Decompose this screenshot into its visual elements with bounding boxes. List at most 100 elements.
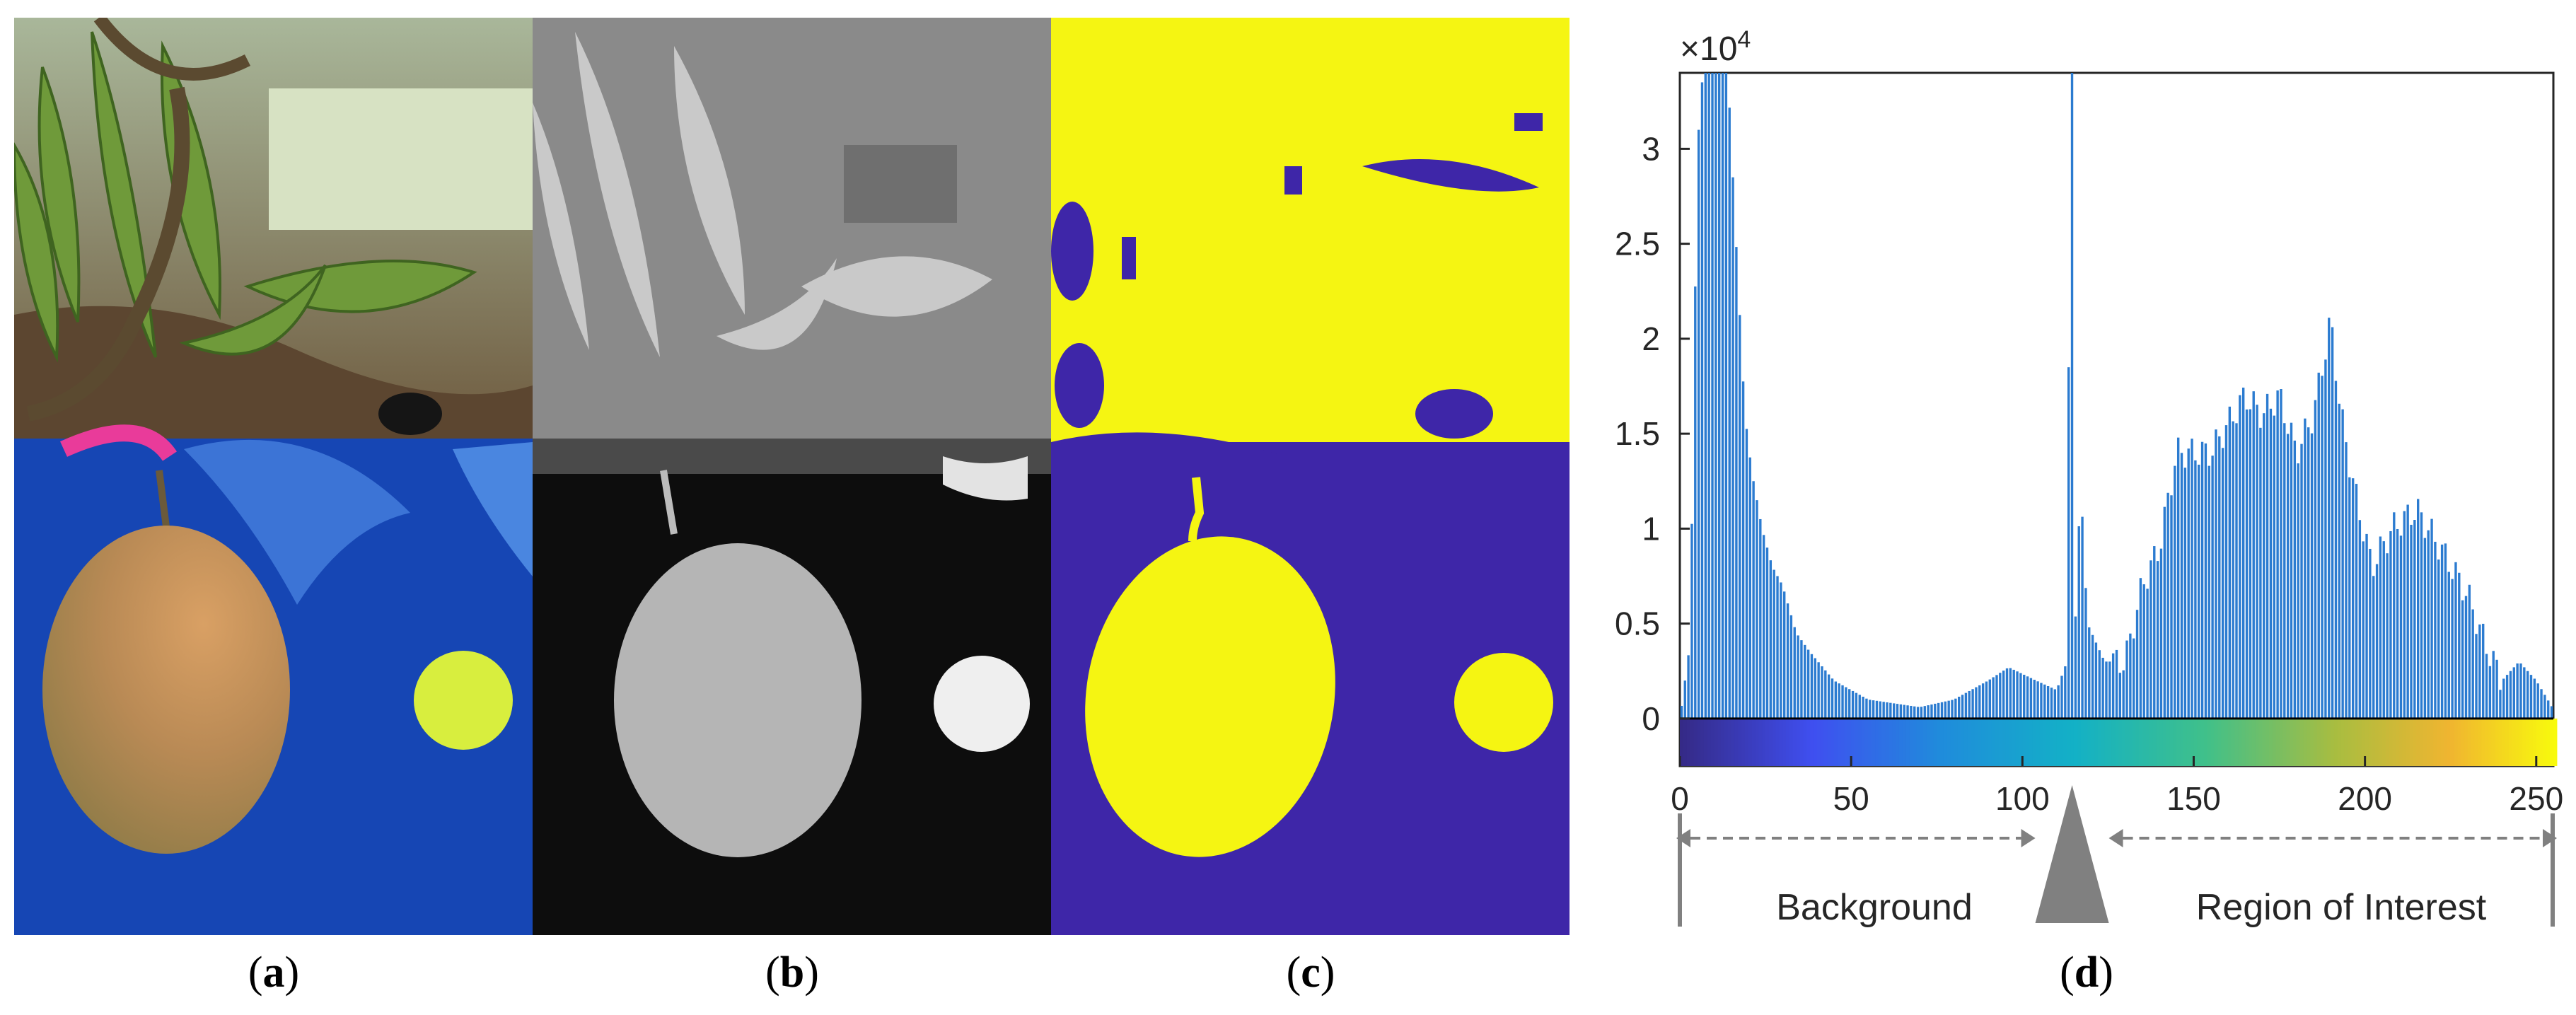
colorbar-cell: [1792, 718, 1797, 766]
histogram-bar: [2396, 528, 2399, 719]
histogram-bar: [2081, 516, 2084, 719]
histogram-bar: [2382, 541, 2385, 719]
colorbar-cell: [2022, 718, 2026, 766]
colorbar-cell: [2509, 718, 2513, 766]
colorbar-cell: [2334, 718, 2338, 766]
histogram-bar: [1869, 700, 1872, 719]
histogram-bar: [1934, 703, 1937, 719]
colorbar-cell: [2193, 718, 2198, 766]
histogram-bar: [2478, 624, 2481, 719]
histogram-bar: [2399, 535, 2403, 719]
histogram-chart: 0 0.5 1 1.5 2 2.5 3 0 50 100 150 200 250 ×104 Backg…: [1615, 26, 2563, 928]
histogram-bar: [2321, 376, 2323, 719]
histogram-bar: [2026, 676, 2029, 719]
histogram-bar: [2437, 559, 2440, 719]
histogram-bar: [1694, 286, 1697, 719]
histogram-bar: [2012, 669, 2015, 719]
colorbar-cell: [2121, 718, 2126, 766]
histogram-bar: [1923, 706, 1926, 719]
colorbar-cell: [2340, 718, 2345, 766]
colorbar-cell: [1755, 718, 1759, 766]
histogram-bar: [1937, 702, 1940, 719]
colorbar-cell: [1813, 718, 1818, 766]
colorbar-cell: [1810, 718, 1814, 766]
histogram-bar: [2224, 425, 2228, 719]
colorbar-cell: [1933, 718, 1937, 766]
colorbar-cell: [2207, 718, 2212, 766]
histogram-bar: [2019, 673, 2022, 719]
histogram-bar: [1783, 591, 1786, 719]
histogram-bar: [2543, 695, 2546, 719]
x-tick-label: 150: [2166, 780, 2221, 817]
colorbar-cell: [2111, 718, 2116, 766]
histogram-bar: [1690, 523, 1693, 719]
histogram-bar: [2434, 541, 2437, 719]
colorbar-cell: [2039, 718, 2043, 766]
colorbar-cell: [1772, 718, 1777, 766]
histogram-bar: [1995, 675, 1998, 719]
histogram-bar: [2142, 584, 2145, 719]
colorbar-cell: [2094, 718, 2099, 766]
colorbar-cell: [2464, 718, 2468, 766]
colorbar-cell: [2303, 718, 2307, 766]
colorbar-cell: [1961, 718, 1965, 766]
colorbar-cell: [2084, 718, 2088, 766]
colorbar-cell: [2327, 718, 2331, 766]
histogram-bar: [2499, 690, 2502, 719]
histogram-bar: [2550, 706, 2553, 719]
colorbar-cell: [2221, 718, 2225, 766]
colorbar-cell: [2426, 718, 2431, 766]
colorbar-cell: [2365, 718, 2369, 766]
histogram-bar: [2276, 390, 2279, 719]
histogram-bar: [1954, 698, 1957, 719]
histogram-bar: [1817, 662, 1820, 719]
colorbar-cell: [1714, 718, 1718, 766]
histogram-bar: [2088, 627, 2091, 719]
histogram-bar: [1975, 687, 1978, 719]
histogram-bar: [2495, 659, 2498, 719]
caption-a: (a): [248, 949, 300, 997]
histogram-bar: [2468, 584, 2471, 719]
histogram-bar: [2133, 638, 2135, 719]
colorbar-cell: [1851, 718, 1855, 766]
colorbar-cell: [2375, 718, 2379, 766]
colorbar-cell: [1786, 718, 1790, 766]
histogram-bar: [1944, 701, 1947, 719]
colorbar-cell: [2495, 718, 2500, 766]
histogram-bar: [2529, 675, 2533, 719]
colorbar-cell: [1745, 718, 1749, 766]
colorbar-cell: [1844, 718, 1848, 766]
histogram-bar: [2166, 492, 2169, 719]
histogram-bar: [2263, 413, 2265, 719]
histogram-bar: [2427, 530, 2430, 719]
histogram-bar: [2310, 433, 2314, 719]
x-tick-label: 250: [2509, 780, 2563, 817]
colorbar-cell: [2457, 718, 2461, 766]
histogram-bar: [2519, 663, 2522, 719]
histogram-bar: [1906, 705, 1909, 719]
histogram-bar: [2094, 642, 2098, 719]
colorbar-cell: [2091, 718, 2095, 766]
colorbar-cell: [1806, 718, 1811, 766]
colorbar-cell: [2430, 718, 2435, 766]
histogram-bar: [2159, 548, 2163, 719]
colorbar-cell: [1991, 718, 1996, 766]
histogram-bar: [2139, 578, 2142, 719]
colorbar-cell: [1902, 718, 1907, 766]
histogram-bar: [2064, 666, 2067, 719]
histogram-bar: [1680, 705, 1683, 719]
histogram-bar: [1773, 569, 1775, 719]
histogram-bar: [2256, 405, 2258, 719]
colorbar-cell: [1930, 718, 1934, 766]
colorbar-cell: [1693, 718, 1698, 766]
histogram-bar: [2176, 437, 2180, 719]
histogram-bar: [2482, 623, 2485, 719]
colorbar-cell: [2502, 718, 2506, 766]
histogram-bar: [2451, 579, 2454, 719]
histogram-bar: [2413, 520, 2416, 719]
histogram-bar: [2215, 429, 2217, 719]
histogram-bar: [1721, 73, 1724, 719]
histogram-bar: [1978, 685, 1981, 719]
histogram-bar: [1875, 700, 1879, 719]
colorbar-cell: [2286, 718, 2290, 766]
